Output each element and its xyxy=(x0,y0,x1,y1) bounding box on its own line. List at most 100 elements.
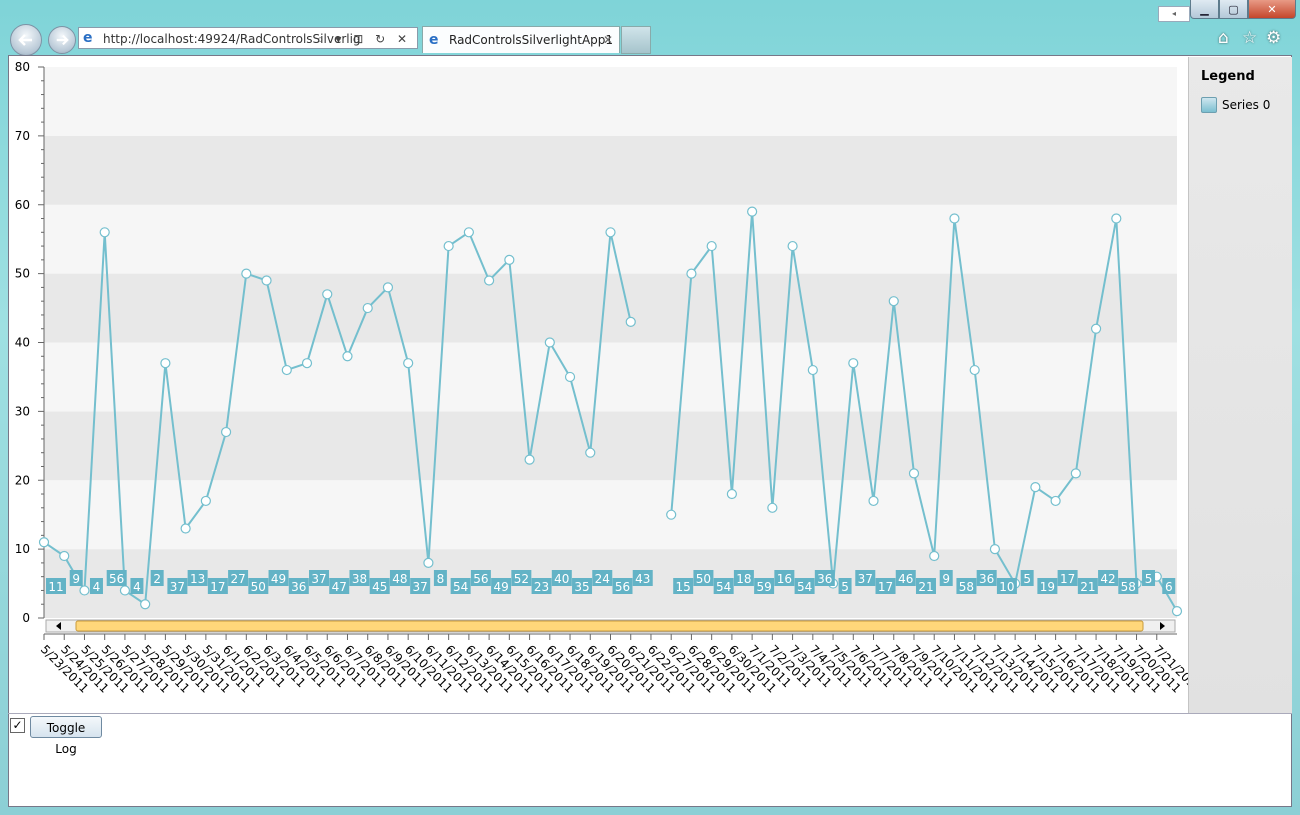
legend-title: Legend xyxy=(1201,69,1255,84)
data-point xyxy=(443,240,454,252)
data-label-box xyxy=(207,578,228,594)
address-tools[interactable]: ⌕ ▾ ⊡ ↻ ✕ xyxy=(316,32,411,46)
data-label: 23 xyxy=(534,580,549,594)
scroll-right-icon xyxy=(1160,622,1165,630)
data-label-box xyxy=(1057,570,1078,586)
data-label-box xyxy=(433,570,447,586)
data-point xyxy=(706,240,717,252)
data-label: 18 xyxy=(736,572,751,586)
data-label: 19 xyxy=(1040,580,1055,594)
data-point xyxy=(605,227,616,238)
data-point xyxy=(1111,213,1122,224)
grid-band xyxy=(44,67,1177,136)
log-checkbox[interactable]: ✓ xyxy=(10,718,25,733)
data-point xyxy=(969,364,980,376)
data-label-box xyxy=(491,578,512,594)
data-label-box xyxy=(956,578,977,594)
data-label-box xyxy=(1142,570,1156,586)
data-label-box xyxy=(349,570,370,586)
data-label-box xyxy=(794,578,815,594)
maximize-button[interactable]: ▢ xyxy=(1219,0,1248,19)
y-tick-label: 20 xyxy=(15,473,30,487)
data-point xyxy=(301,358,313,369)
data-point xyxy=(342,351,353,362)
address-bar[interactable]: e http://localhost:49924/RadControlsSilv… xyxy=(78,27,418,49)
data-label-box xyxy=(592,570,613,586)
grid-band xyxy=(44,480,1177,550)
arrow-right-icon xyxy=(56,34,69,46)
ie-tab-icon: e xyxy=(429,32,439,48)
data-label-box xyxy=(130,578,144,594)
data-label: 6 xyxy=(1165,580,1173,594)
data-label: 47 xyxy=(332,580,347,594)
data-label: 8 xyxy=(437,572,445,586)
data-label-box xyxy=(632,570,653,586)
data-label-box xyxy=(838,578,852,594)
data-label-box xyxy=(713,578,734,594)
data-label: 15 xyxy=(676,580,691,594)
data-label: 35 xyxy=(574,580,589,594)
data-point xyxy=(322,289,333,300)
data-label-box xyxy=(531,578,552,594)
new-tab-button[interactable] xyxy=(621,26,651,54)
data-label: 49 xyxy=(493,580,508,594)
data-label: 52 xyxy=(514,572,529,586)
data-label: 4 xyxy=(93,580,101,594)
toggle-log-button[interactable]: Toggle Log xyxy=(30,716,102,756)
data-label-box xyxy=(733,570,754,586)
tab-title: RadControlsSilverlightApp1 xyxy=(449,33,614,47)
data-point xyxy=(362,302,373,314)
data-label-box xyxy=(288,578,309,594)
grid-band xyxy=(44,411,1177,481)
data-label-box xyxy=(150,570,164,586)
scrollbar-thumb xyxy=(75,620,1144,632)
legend-panel: Legend Series 0 xyxy=(1188,57,1292,713)
url-text: http://localhost:49924/RadControlsSilver… xyxy=(103,32,361,46)
data-label-box xyxy=(693,570,714,586)
data-label-box xyxy=(996,578,1017,594)
scroll-left-icon xyxy=(56,622,61,630)
tab-close-icon[interactable]: ✕ xyxy=(602,33,613,47)
data-label-box xyxy=(915,578,936,594)
y-tick-label: 0 xyxy=(22,611,30,625)
data-label: 13 xyxy=(190,572,205,586)
back-button[interactable] xyxy=(10,24,42,56)
divider xyxy=(8,713,1292,714)
data-label-box xyxy=(89,578,103,594)
data-label: 24 xyxy=(595,572,610,586)
forward-button[interactable] xyxy=(48,26,76,54)
data-point xyxy=(949,213,960,224)
data-label-box xyxy=(572,578,593,594)
gear-icon[interactable]: ⚙ xyxy=(1266,28,1282,48)
data-label-box xyxy=(875,578,896,594)
data-point xyxy=(1171,606,1183,617)
data-label-box xyxy=(46,578,66,594)
minimize-button[interactable]: ▁ xyxy=(1190,0,1219,19)
data-label-box xyxy=(754,578,775,594)
data-point xyxy=(585,447,596,458)
data-point xyxy=(261,275,272,286)
data-point xyxy=(544,337,555,348)
data-label-box xyxy=(511,570,532,586)
data-label-box xyxy=(976,570,997,586)
data-label: 17 xyxy=(1060,572,1075,586)
data-label-box xyxy=(1077,578,1098,594)
data-label: 16 xyxy=(777,572,792,586)
data-point xyxy=(666,509,677,520)
data-label: 9 xyxy=(942,572,950,586)
data-point xyxy=(726,488,737,500)
data-point xyxy=(59,550,70,562)
grid-band xyxy=(44,135,1177,205)
ie-page-icon: e xyxy=(83,30,93,46)
data-point xyxy=(929,550,940,562)
star-icon[interactable]: ☆ xyxy=(1242,28,1258,48)
tab-active[interactable]: e RadControlsSilverlightApp1 ✕ xyxy=(422,26,620,53)
home-icon[interactable]: ⌂ xyxy=(1218,28,1229,48)
data-label: 27 xyxy=(230,572,245,586)
data-label-box xyxy=(268,570,289,586)
tab-scroll-indicator[interactable]: ◂ xyxy=(1158,6,1190,22)
data-label-box xyxy=(309,570,330,586)
legend-item: Series 0 xyxy=(1201,97,1270,113)
close-window-button[interactable]: ✕ xyxy=(1248,0,1296,19)
data-label: 36 xyxy=(979,572,994,586)
